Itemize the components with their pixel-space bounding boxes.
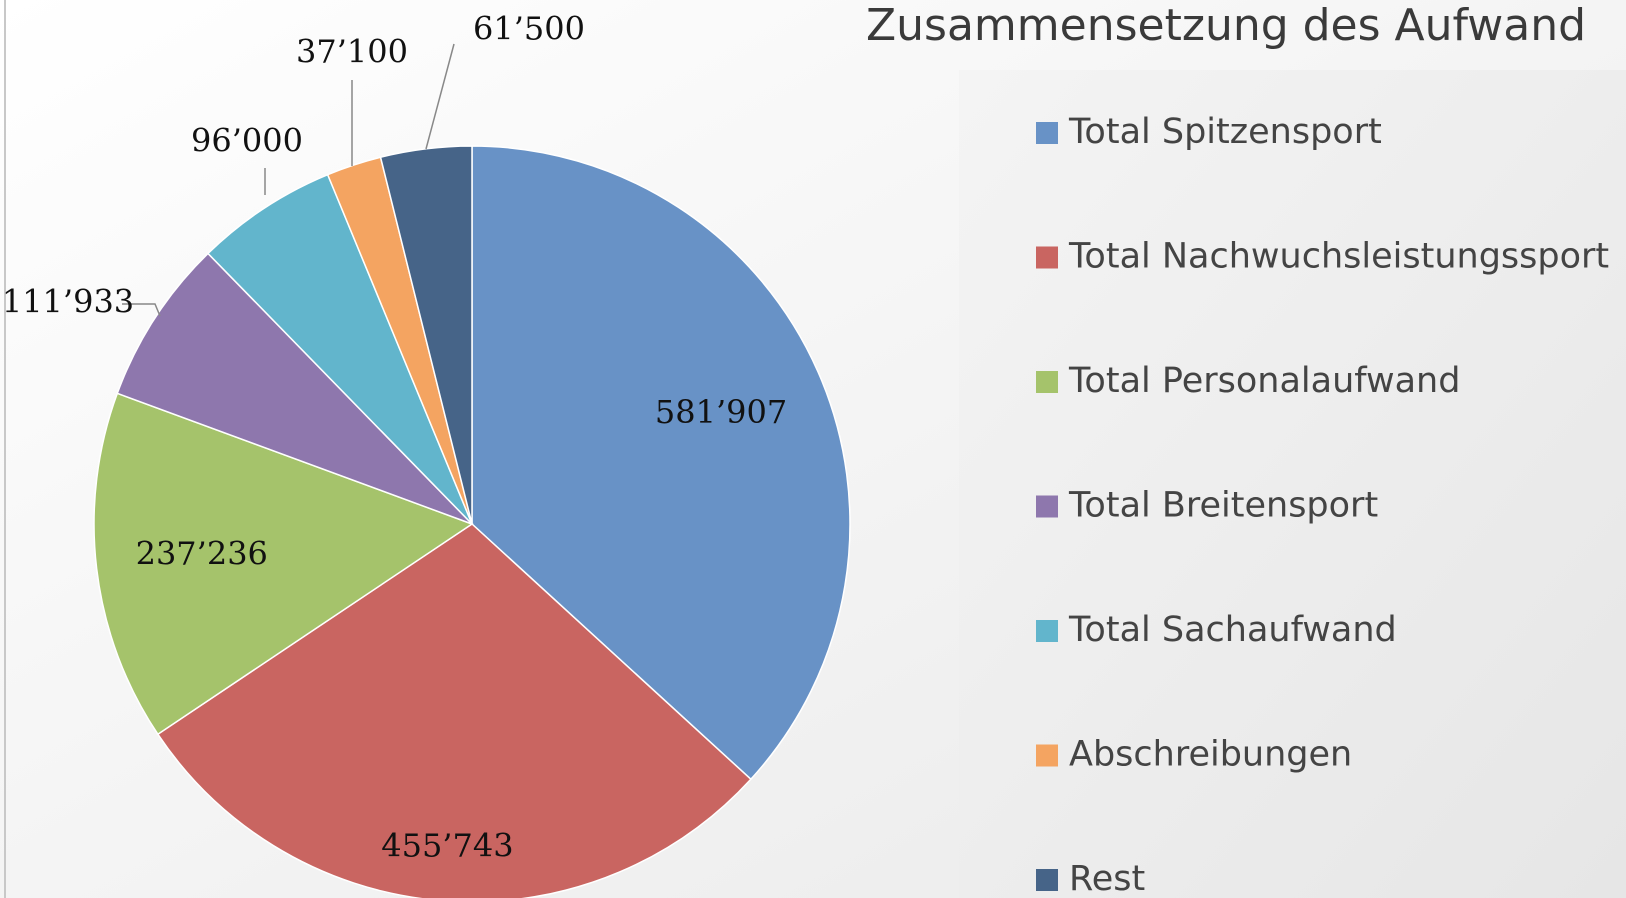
data-label: 237’236 [136, 535, 268, 573]
data-label: 111’933 [2, 283, 134, 321]
legend-label: Total Breitensport [1068, 486, 1378, 526]
pie-slice [93, 392, 474, 736]
legend-label: Total Spitzensport [1068, 112, 1382, 152]
legend-label: Total Personalaufwand [1068, 361, 1460, 401]
data-label: 61’500 [473, 10, 585, 48]
legend-swatch [1036, 122, 1058, 144]
data-label: 455’743 [381, 827, 513, 865]
legend-swatch [1036, 495, 1058, 518]
legend-label: Total Nachwuchsleistungssport [1068, 237, 1609, 277]
chart-title: Zusammensetzung des Aufwand [866, 0, 1586, 51]
legend-swatch [1036, 744, 1058, 767]
pie-slice [471, 145, 851, 781]
leader-line [122, 303, 161, 317]
data-label: 37’100 [296, 33, 408, 71]
data-label: 581’907 [655, 393, 787, 431]
legend-label: Rest [1069, 859, 1145, 898]
data-label: 96’000 [191, 122, 303, 160]
pie-slice [116, 252, 473, 525]
legend-swatch [1036, 869, 1058, 891]
legend-swatch [1036, 371, 1058, 393]
leader-line [425, 43, 455, 150]
legend-panel [959, 70, 1626, 898]
pie-slice [156, 523, 752, 898]
legend-swatch [1036, 246, 1058, 269]
legend-swatch [1036, 620, 1058, 642]
legend-label: Abschreibungen [1069, 735, 1352, 775]
pie-slice [206, 173, 473, 525]
legend-label: Total Sachaufwand [1068, 610, 1397, 650]
